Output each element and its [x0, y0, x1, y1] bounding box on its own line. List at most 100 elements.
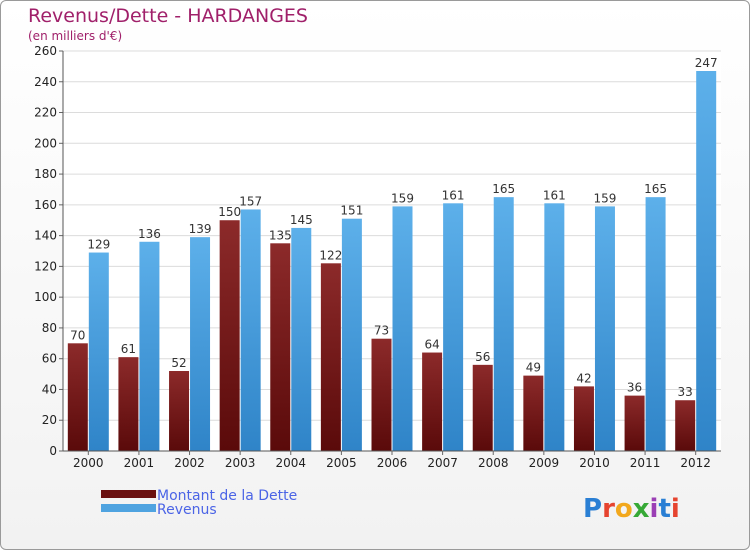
y-tick-label: 160	[34, 198, 57, 212]
bar-debt	[219, 220, 240, 451]
y-tick-label: 140	[34, 229, 57, 243]
y-tick-label: 200	[34, 136, 57, 150]
bar-revenue	[696, 71, 717, 451]
value-label-revenue: 139	[189, 222, 212, 236]
logo-letter: r	[602, 494, 615, 524]
x-tick-label: 2008	[478, 456, 509, 470]
logo-letter: t	[658, 494, 670, 524]
value-label-debt: 36	[627, 381, 642, 395]
legend-item-revenue-swatch	[101, 504, 156, 512]
x-tick-label: 2004	[275, 456, 306, 470]
x-tick-label: 2002	[174, 456, 205, 470]
y-tick-label: 80	[42, 321, 57, 335]
bar-debt	[118, 357, 139, 451]
value-label-revenue: 151	[340, 204, 363, 218]
bar-debt	[67, 343, 88, 451]
value-label-debt: 150	[218, 205, 241, 219]
y-tick-label: 100	[34, 290, 57, 304]
legend-item-debt-label: Montant de la Dette	[157, 488, 297, 504]
value-label-debt: 49	[526, 361, 541, 375]
bar-revenue	[341, 218, 362, 451]
axis-layer: 0 20 40 60 80 100 120 140 160 180 200 220 240 260 2000…	[34, 44, 721, 470]
value-label-debt: 61	[121, 342, 136, 356]
grid-layer	[63, 50, 721, 452]
y-tick-label: 20	[42, 413, 57, 427]
value-label-debt: 70	[70, 328, 85, 342]
bar-revenue	[88, 252, 109, 451]
logo-letter: o	[615, 494, 633, 524]
y-tick-label: 0	[49, 444, 57, 458]
bar-revenue	[544, 203, 565, 451]
chart-title: Revenus/Dette - HARDANGES	[28, 5, 308, 27]
y-tick-label: 220	[34, 106, 57, 120]
bar-revenue	[493, 197, 514, 451]
bar-revenue	[139, 241, 160, 451]
bar-debt	[624, 395, 645, 451]
value-label-revenue: 165	[492, 182, 515, 196]
x-tick-label: 2000	[73, 456, 104, 470]
y-tick-label: 180	[34, 167, 57, 181]
logo-letter: x	[633, 494, 650, 524]
bar-revenue	[240, 209, 261, 451]
bars-layer	[67, 71, 717, 451]
value-label-debt: 73	[374, 324, 389, 338]
logo-letter: i	[671, 494, 680, 524]
x-tick-label: 2005	[326, 456, 357, 470]
bar-debt	[472, 364, 493, 451]
x-tick-label: 2001	[124, 456, 155, 470]
value-label-revenue: 136	[138, 227, 161, 241]
x-tick-label: 2011	[630, 456, 661, 470]
bar-revenue	[594, 206, 615, 451]
value-label-revenue: 145	[290, 213, 313, 227]
x-tick-label: 2012	[680, 456, 711, 470]
x-tick-label: 2010	[579, 456, 610, 470]
plot-area	[63, 51, 721, 451]
chart-subtitle: (en milliers d'€)	[28, 29, 123, 43]
bar-debt	[270, 243, 291, 451]
value-label-debt: 56	[475, 350, 490, 364]
value-label-debt: 122	[319, 248, 342, 262]
bar-revenue	[392, 206, 413, 451]
value-label-debt: 135	[269, 228, 292, 242]
value-label-revenue: 159	[391, 191, 414, 205]
bar-revenue	[190, 237, 211, 451]
y-tick-label: 240	[34, 75, 57, 89]
y-tick-label: 260	[34, 44, 57, 58]
logo-text: Proxiti	[583, 494, 680, 524]
bar-debt	[573, 386, 594, 451]
y-tick-label: 120	[34, 259, 57, 273]
y-tick-label: 40	[42, 382, 57, 396]
x-tick-label: 2003	[225, 456, 256, 470]
x-tick-label: 2009	[529, 456, 560, 470]
proxiti-logo: Proxiti	[583, 494, 680, 524]
value-label-debt: 64	[424, 338, 439, 352]
value-label-revenue: 161	[543, 188, 566, 202]
y-tick-label: 60	[42, 352, 57, 366]
value-label-revenue: 247	[695, 56, 718, 70]
x-tick-label: 2006	[377, 456, 408, 470]
value-label-revenue: 157	[239, 194, 262, 208]
value-label-debt: 42	[576, 371, 591, 385]
x-tick-label: 2007	[427, 456, 458, 470]
bar-debt	[422, 352, 443, 451]
bar-revenue	[443, 203, 464, 451]
legend-item-debt-swatch	[101, 490, 156, 498]
bar-debt	[371, 338, 392, 451]
bar-revenue	[645, 197, 666, 451]
value-label-debt: 33	[678, 385, 693, 399]
logo-letter: P	[583, 494, 602, 524]
value-label-revenue: 165	[644, 182, 667, 196]
value-label-debt: 52	[171, 356, 186, 370]
value-label-revenue: 161	[442, 188, 465, 202]
bar-revenue	[291, 227, 312, 451]
bar-debt	[169, 371, 190, 451]
value-label-revenue: 159	[594, 191, 617, 205]
bar-debt	[523, 375, 544, 451]
bar-debt	[320, 263, 341, 451]
legend-item-revenue-label: Revenus	[157, 502, 217, 518]
bar-debt	[675, 400, 696, 451]
